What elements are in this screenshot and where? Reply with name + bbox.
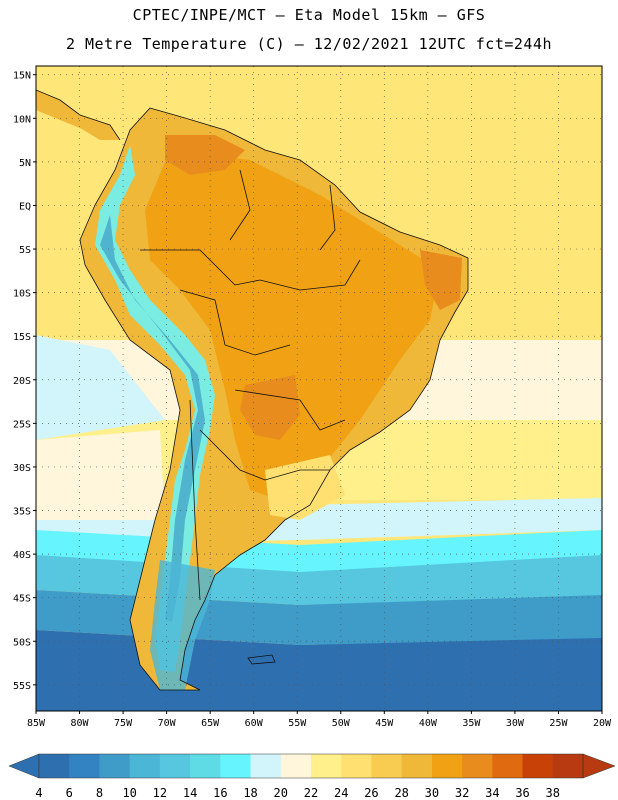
map-frame [35, 65, 603, 712]
colorbar-swatch [341, 754, 372, 778]
colorbar-label: 16 [213, 786, 227, 800]
patagonia-cool [150, 560, 215, 690]
colorbar-swatch [522, 754, 554, 778]
colorbar-swatch [69, 754, 100, 778]
lon-label: 75W [114, 718, 133, 729]
colorbar-swatch [39, 754, 70, 778]
colorbar-label: 8 [96, 786, 103, 800]
colorbar-label: 14 [183, 786, 197, 800]
lon-label: 50W [332, 718, 351, 729]
lat-label: 50S [13, 637, 31, 648]
colorbar-label: 32 [455, 786, 469, 800]
colorbar-label: 20 [274, 786, 288, 800]
lat-label: 25S [13, 419, 31, 430]
land-hot-spot-paraguay [240, 375, 300, 440]
colorbar-label: 28 [394, 786, 408, 800]
central-america-coast [36, 89, 121, 141]
colorbar-swatch [220, 754, 252, 778]
lon-label: 35W [462, 718, 481, 729]
land-hot-spot-north [165, 135, 245, 175]
colorbar-swatch [190, 754, 221, 778]
lat-label: 15S [13, 332, 31, 343]
map-area[interactable] [36, 66, 602, 711]
colorbar-swatch [311, 754, 342, 778]
map-title: CPTEC/INPE/MCT – Eta Model 15km – GFS [132, 6, 486, 24]
colorbar-swatch [401, 754, 433, 778]
map-subtitle: 2 Metre Temperature (C) – 12/02/2021 12U… [65, 35, 553, 53]
colorbar-swatch [462, 754, 493, 778]
lon-label: 85W [27, 718, 46, 729]
lat-label: 10N [13, 114, 31, 125]
lat-label: 55S [13, 681, 31, 692]
lat-label: 45S [13, 594, 31, 605]
lon-label: 40W [419, 718, 438, 729]
lon-label: 60W [245, 718, 264, 729]
colorbar-swatch [129, 754, 161, 778]
central-america-land [36, 90, 120, 140]
colorbar-swatch [552, 754, 584, 778]
colorbar-label: 22 [304, 786, 318, 800]
lat-label: EQ [19, 201, 31, 212]
colorbar-label: 10 [122, 786, 136, 800]
lat-label: 5S [19, 245, 31, 256]
lat-label: 35S [13, 507, 31, 518]
colorbar-outline [38, 753, 584, 779]
colorbar-label: 34 [485, 786, 499, 800]
lat-label: 5N [19, 158, 31, 169]
lon-label: 55W [288, 718, 307, 729]
colorbar-arrow-high [582, 753, 616, 779]
colorbar-swatch [431, 754, 463, 778]
land-hot-spot-northeast [420, 250, 462, 310]
ocean-pacific-south [36, 430, 165, 520]
latitude-labels: 15N 10N 5N EQ 5S 10S 15S 20S 25S 30S 35S 40S 45S 50S 5… [13, 71, 36, 692]
lon-label: 65W [201, 718, 220, 729]
lon-label: 70W [158, 718, 177, 729]
colorbar-labels: 4 6 8 10 12 14 16 18 20 22 24 26 28 30 32 34 36 38 [35, 786, 560, 800]
colorbar-label: 18 [243, 786, 257, 800]
lon-label: 80W [71, 718, 90, 729]
lon-label: 25W [549, 718, 568, 729]
lat-label: 10S [13, 289, 31, 300]
lat-label: 40S [13, 550, 31, 561]
land-core-warm [145, 150, 440, 500]
grid-lines [36, 66, 602, 711]
lon-label: 45W [375, 718, 394, 729]
lat-label: 15N [13, 71, 31, 82]
colorbar-swatch [250, 754, 282, 778]
longitude-labels: 85W 80W 75W 70W 65W 60W 55W 50W 45W 40W 35W 30W 25W 2… [27, 711, 612, 729]
colorbar-label: 26 [364, 786, 378, 800]
lon-label: 30W [506, 718, 525, 729]
colorbar-swatch [371, 754, 403, 778]
falkland-islands [247, 654, 276, 665]
colorbar-label: 6 [66, 786, 73, 800]
lat-label: 20S [13, 376, 31, 387]
colorbar-swatch [159, 754, 191, 778]
land-mild-south [265, 455, 345, 520]
colorbar [8, 753, 616, 779]
lon-label: 20W [593, 718, 612, 729]
andes-cold [95, 145, 215, 672]
lat-label: 30S [13, 463, 31, 474]
colorbar-label: 12 [153, 786, 167, 800]
andes-core [100, 215, 205, 622]
colorbar-swatch [99, 754, 131, 778]
colorbar-swatch [280, 754, 312, 778]
colorbar-label: 36 [515, 786, 529, 800]
ocean-cool-pacific [36, 335, 165, 440]
colorbar-label: 30 [425, 786, 439, 800]
colorbar-arrow-low [8, 753, 40, 779]
colorbar-label: 38 [546, 786, 560, 800]
colorbar-label: 4 [35, 786, 42, 800]
country-borders [79, 107, 469, 691]
colorbar-swatch [492, 754, 524, 778]
colorbar-label: 24 [334, 786, 348, 800]
